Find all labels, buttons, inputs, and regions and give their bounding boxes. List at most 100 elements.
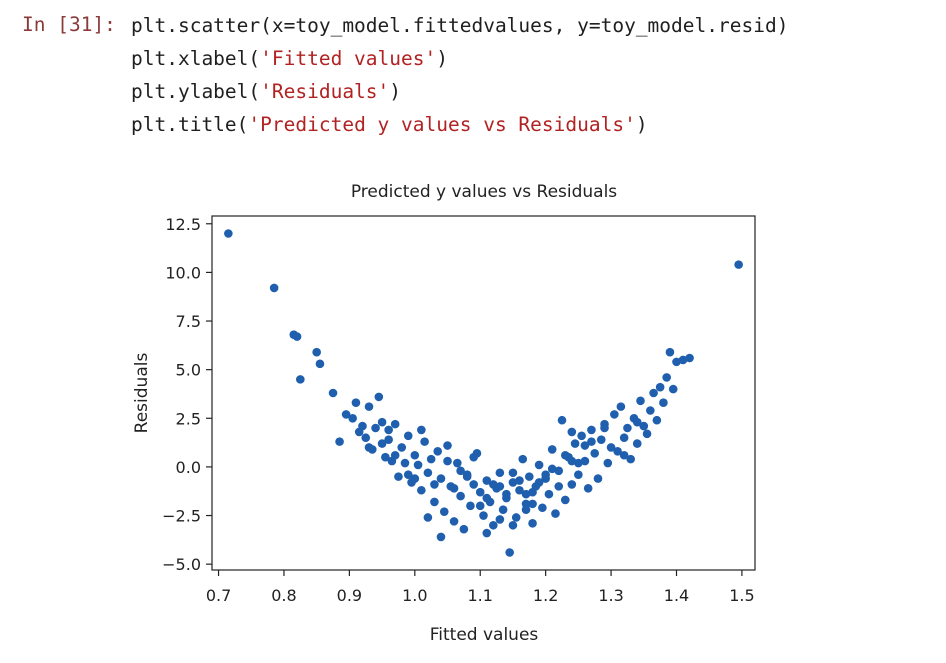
scatter-point [541,470,550,479]
scatter-point [521,505,531,515]
code-text: plt.xlabel( [131,47,261,70]
scatter-point [600,423,609,433]
code-line-ylabel[interactable]: plt.ylabel('Residuals') [131,75,788,108]
cell-prompt: In [31]: [22,13,116,36]
scatter-point [495,515,505,524]
scatter-point [672,357,681,367]
scatter-point [502,489,511,499]
scatter-point [587,437,596,446]
scatter-point [328,388,338,398]
code-text: ) [389,80,402,103]
scatter-point [567,427,577,437]
scatter-point [619,450,629,460]
x-tick-label: 0.9 [337,586,362,605]
code-text: plt.title( [131,113,249,136]
scatter-point [632,439,642,448]
scatter-point [403,470,413,479]
scatter-point [580,441,590,450]
scatter-point [508,478,518,487]
scatter-point [577,431,586,441]
code-input[interactable]: plt.scatter(x=toy_model.fittedvalues, y=… [131,9,788,141]
x-axis: 0.7 0.8 0.9 1.0 1.1 1.2 1.3 1.4 1.5 [206,570,755,605]
code-text: ) [436,47,448,70]
scatter-point [521,489,531,499]
scatter-point [587,425,596,435]
x-tick-label: 1.2 [533,586,558,605]
scatter-point [364,443,374,452]
scatter-point [403,431,413,441]
scatter-point [439,507,449,516]
scatter-point [413,460,423,470]
scatter-point [583,484,593,493]
code-line-title[interactable]: plt.title('Predicted y values vs Residua… [131,108,788,141]
scatter-point [417,425,426,435]
scatter-point [417,485,426,495]
scatter-point [570,439,580,448]
scatter-point [453,458,462,468]
scatter-point [456,466,465,476]
chart-title: Predicted y values vs Residuals [351,182,617,202]
scatter-point [381,452,390,462]
scatter-point [639,421,649,431]
code-line-xlabel[interactable]: plt.xlabel('Fitted values') [131,42,788,75]
scatter-point [505,548,514,557]
scatter-point [377,439,387,448]
scatter-point [574,458,583,468]
scatter-point [335,437,344,446]
scatter-point [443,441,452,450]
scatter-point [430,497,439,507]
scatter-point [430,480,439,489]
x-tick-label: 1.3 [598,586,623,605]
scatter-point [269,283,279,293]
x-tick-label: 1.0 [402,586,427,605]
scatter-point [616,402,626,411]
x-tick-label: 1.4 [664,586,689,605]
scatter-point [557,415,567,425]
scatter-point [655,382,665,392]
scatter-point [390,450,400,460]
scatter-point [528,499,537,509]
y-tick-label: 2.5 [176,409,201,428]
y-axis: −5.0 −2.5 0.0 2.5 5.0 7.5 10.0 12.5 [162,215,212,574]
scatter-point [364,402,374,411]
y-tick-label: −5.0 [162,555,201,574]
scatter-point [554,466,564,476]
scatter-point [613,447,622,456]
scatter-point [384,435,393,444]
scatter-points [224,229,743,557]
scatter-point [678,355,688,365]
scatter-point [482,476,492,485]
string-literal: 'Residuals' [260,80,390,103]
scatter-point [626,454,635,464]
scatter-point [397,443,407,452]
scatter-point [433,447,443,456]
string-literal: 'Fitted values' [260,47,437,70]
scatter-point [482,528,492,538]
scatter-point [466,501,475,511]
code-line-scatter[interactable]: plt.scatter(x=toy_model.fittedvalues, y=… [131,9,788,42]
x-tick-label: 1.1 [468,586,493,605]
scatter-point [560,450,570,460]
scatter-point [489,480,498,489]
scatter-point [515,476,524,485]
y-tick-label: 12.5 [165,215,201,234]
scatter-point [341,410,351,419]
scatter-point [482,493,492,503]
scatter-point [462,472,472,481]
scatter-point [400,458,410,468]
scatter-point [475,487,485,497]
scatter-point [508,520,518,530]
scatter-point [665,347,675,357]
scatter-point [610,410,619,419]
scatter-point [498,505,508,515]
scatter-point [590,448,600,458]
scatter-point [518,454,528,464]
scatter-point [394,472,403,481]
scatter-point [374,392,384,402]
scatter-point [646,406,655,415]
scatter-point [423,468,433,478]
scatter-point [685,353,694,363]
scatter-point [371,423,380,433]
scatter-point [567,456,577,466]
